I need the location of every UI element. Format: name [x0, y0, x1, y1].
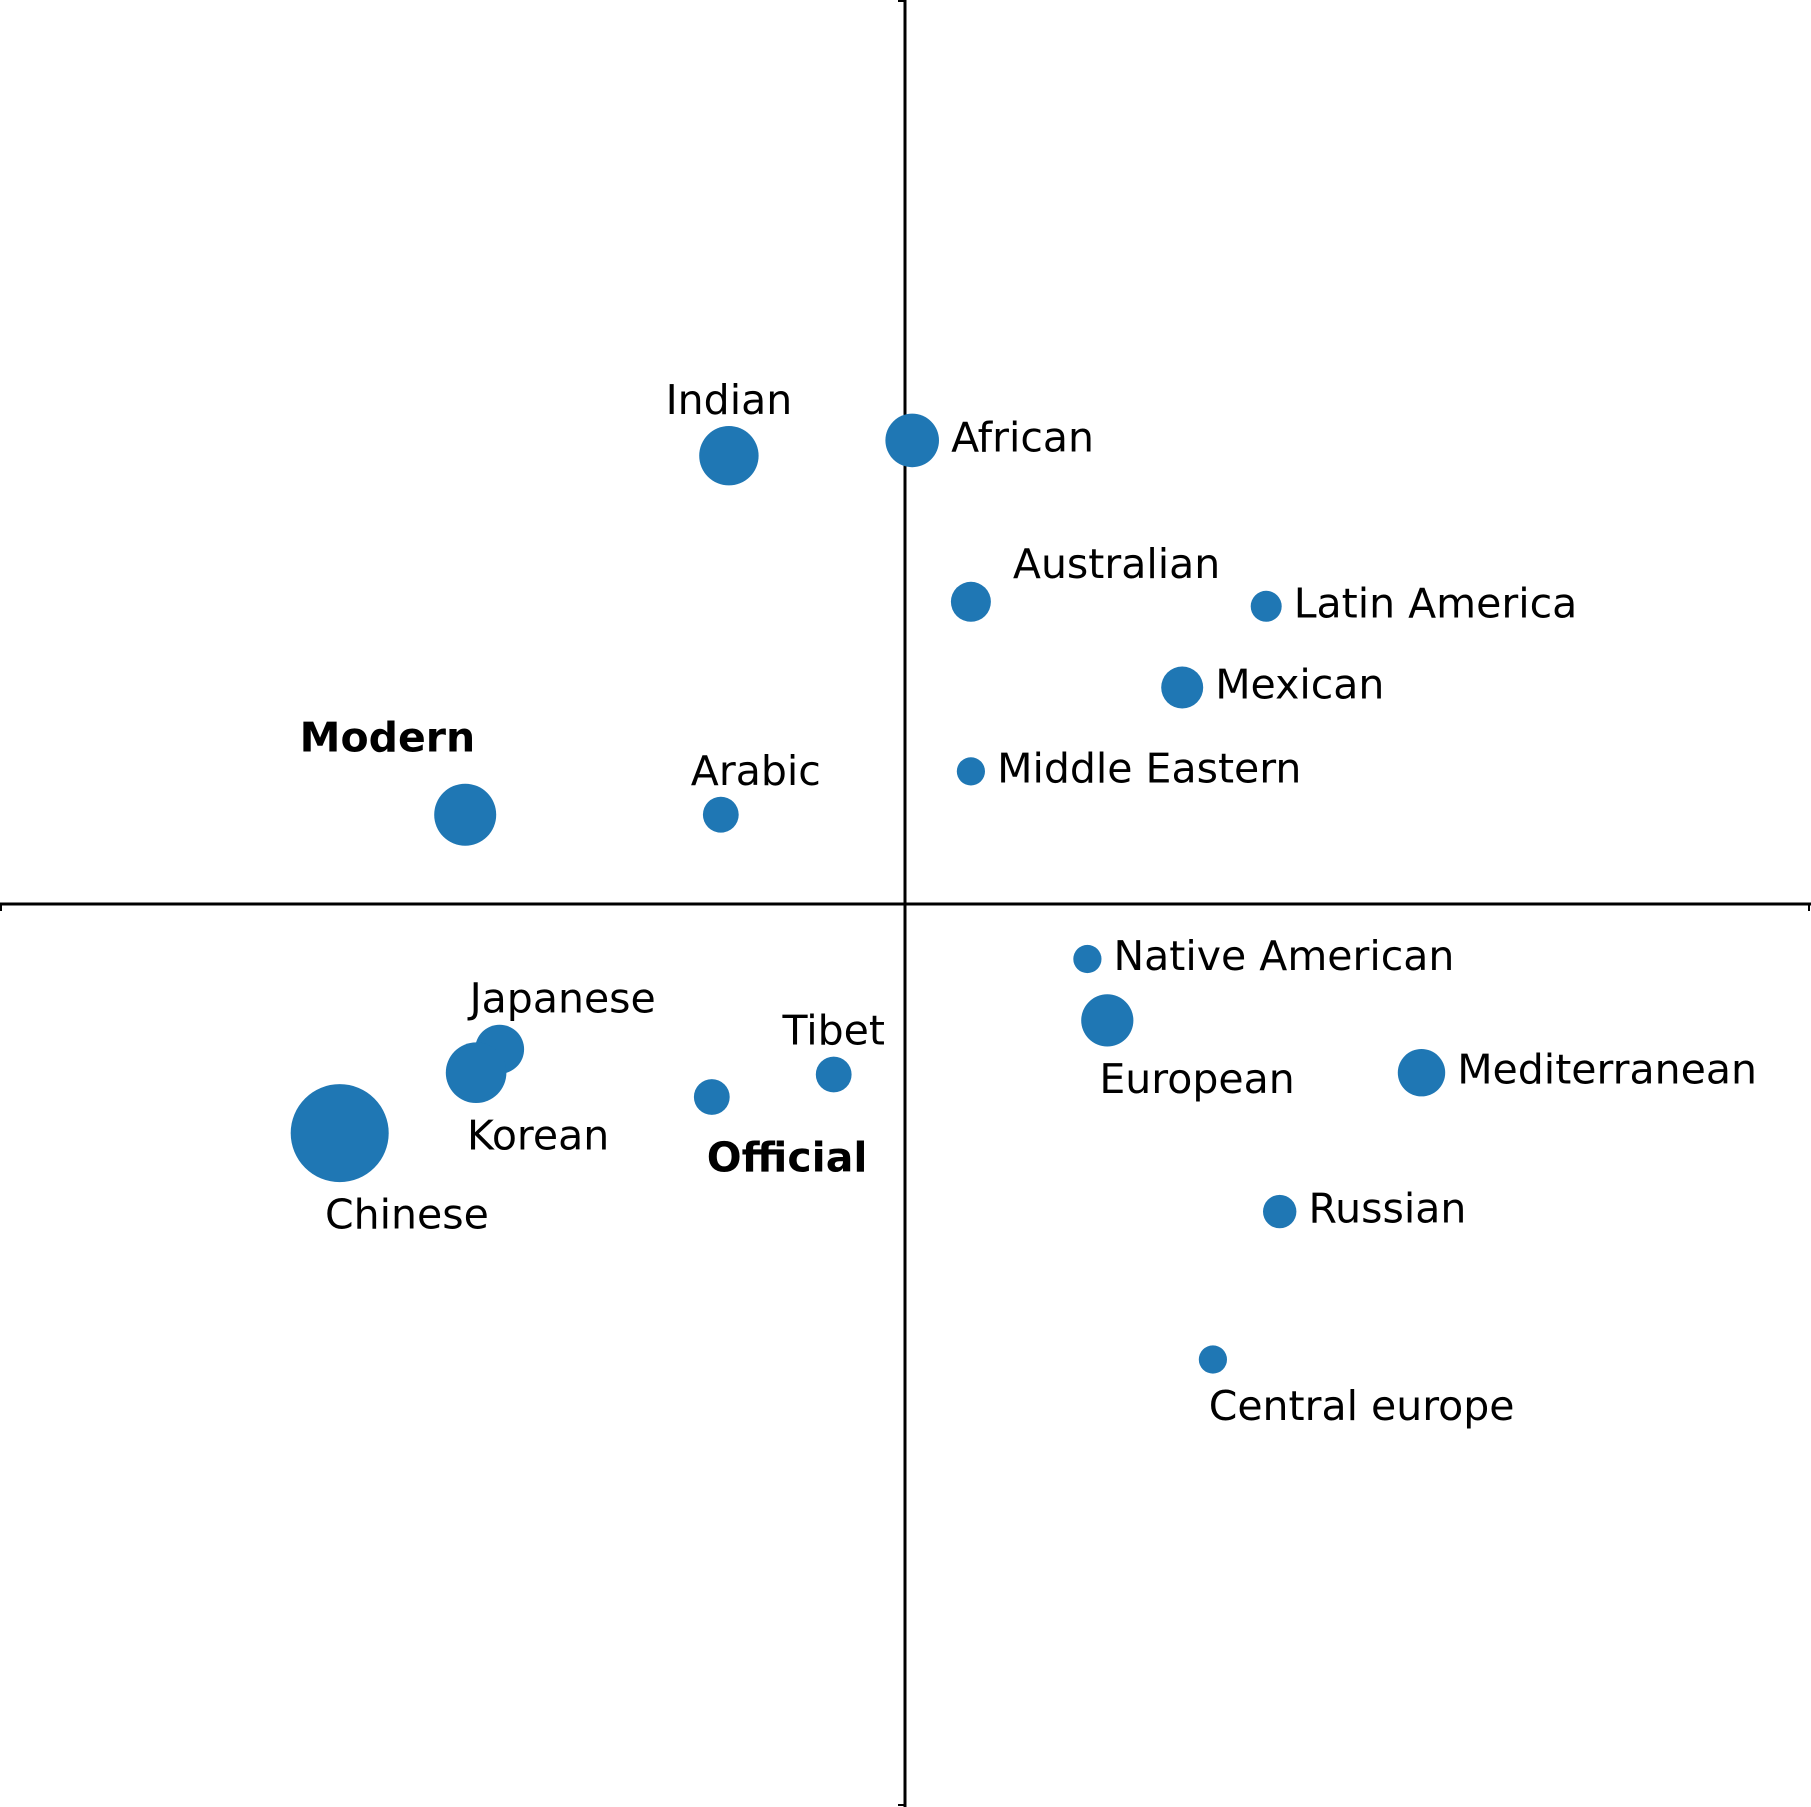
label-middle-eastern: Middle Eastern [997, 744, 1301, 792]
point-mediterranean [1397, 1049, 1446, 1097]
point-australian [950, 581, 991, 622]
label-indian: Indian [666, 376, 793, 424]
data-points [290, 413, 1446, 1374]
point-native-american [1073, 944, 1102, 974]
label-european: European [1099, 1055, 1294, 1103]
label-chinese: Chinese [325, 1191, 489, 1239]
point-russian [1263, 1194, 1297, 1229]
label-modern: Modern [300, 714, 476, 762]
label-tibet: Tibet [781, 1007, 885, 1055]
point-official [693, 1079, 730, 1115]
data-labels: Indian African Australian Latin America Mexi… [300, 376, 1757, 1430]
point-latin-america [1250, 590, 1282, 622]
point-central-europe [1198, 1345, 1227, 1374]
label-latin-america: Latin America [1294, 579, 1578, 627]
label-japanese: Japanese [467, 975, 656, 1023]
label-african: African [951, 413, 1094, 461]
point-chinese [290, 1084, 389, 1183]
label-arabic: Arabic [691, 747, 821, 795]
point-korean [445, 1042, 507, 1103]
point-modern [434, 783, 497, 846]
label-central-europe: Central europe [1209, 1382, 1515, 1430]
label-korean: Korean [467, 1111, 609, 1159]
point-european [1081, 994, 1134, 1047]
label-mediterranean: Mediterranean [1457, 1046, 1757, 1094]
point-tibet [815, 1056, 852, 1093]
point-arabic [702, 796, 739, 833]
label-official: Official [707, 1133, 868, 1181]
point-african [885, 413, 939, 468]
point-indian [699, 426, 759, 486]
point-mexican [1161, 666, 1204, 709]
label-native-american: Native American [1114, 932, 1455, 980]
label-russian: Russian [1309, 1185, 1467, 1233]
label-mexican: Mexican [1215, 661, 1384, 709]
label-australian: Australian [1013, 540, 1220, 588]
point-middle-eastern [956, 757, 986, 786]
